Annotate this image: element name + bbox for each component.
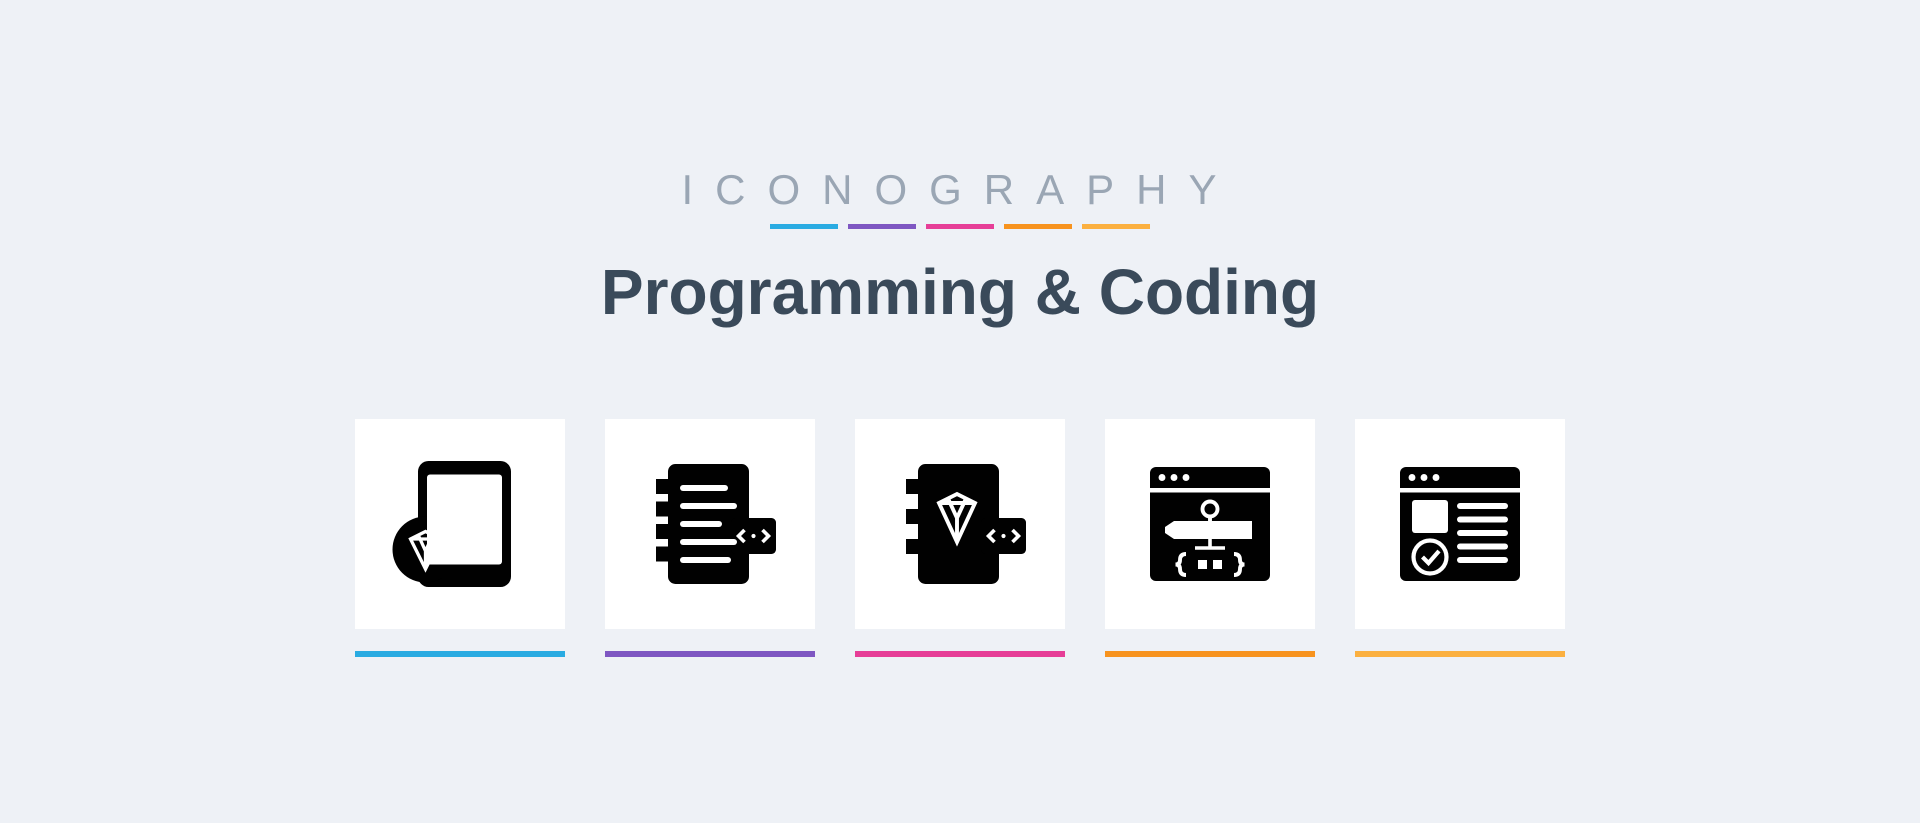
icon-underline <box>1105 651 1315 657</box>
icon-underline <box>355 651 565 657</box>
icon-card <box>605 419 815 657</box>
brand-bar-3 <box>926 224 994 229</box>
icon-card <box>1355 419 1565 657</box>
icon-tile <box>855 419 1065 629</box>
icon-underline <box>1355 651 1565 657</box>
icon-card <box>1105 419 1315 657</box>
brand-bar-5 <box>1082 224 1150 229</box>
page-background: ICONOGRAPHY Programming & Coding <box>0 0 1920 823</box>
browser-pencil-code-icon <box>1135 449 1285 599</box>
icon-tile <box>1355 419 1565 629</box>
brand-label: ICONOGRAPHY <box>681 166 1238 214</box>
browser-layout-check-icon <box>1385 449 1535 599</box>
document-code-icon <box>635 449 785 599</box>
icon-row <box>240 419 1680 657</box>
brand-bar-4 <box>1004 224 1072 229</box>
brand-underline <box>770 224 1150 229</box>
icon-underline <box>855 651 1065 657</box>
tablet-diamond-icon <box>385 449 535 599</box>
document-diamond-code-icon <box>885 449 1035 599</box>
icon-tile <box>355 419 565 629</box>
pack-title: Programming & Coding <box>601 255 1319 329</box>
content-wrapper: ICONOGRAPHY Programming & Coding <box>240 166 1680 657</box>
icon-tile <box>1105 419 1315 629</box>
icon-card <box>355 419 565 657</box>
brand-bar-2 <box>848 224 916 229</box>
brand-bar-1 <box>770 224 838 229</box>
icon-card <box>855 419 1065 657</box>
icon-tile <box>605 419 815 629</box>
icon-underline <box>605 651 815 657</box>
